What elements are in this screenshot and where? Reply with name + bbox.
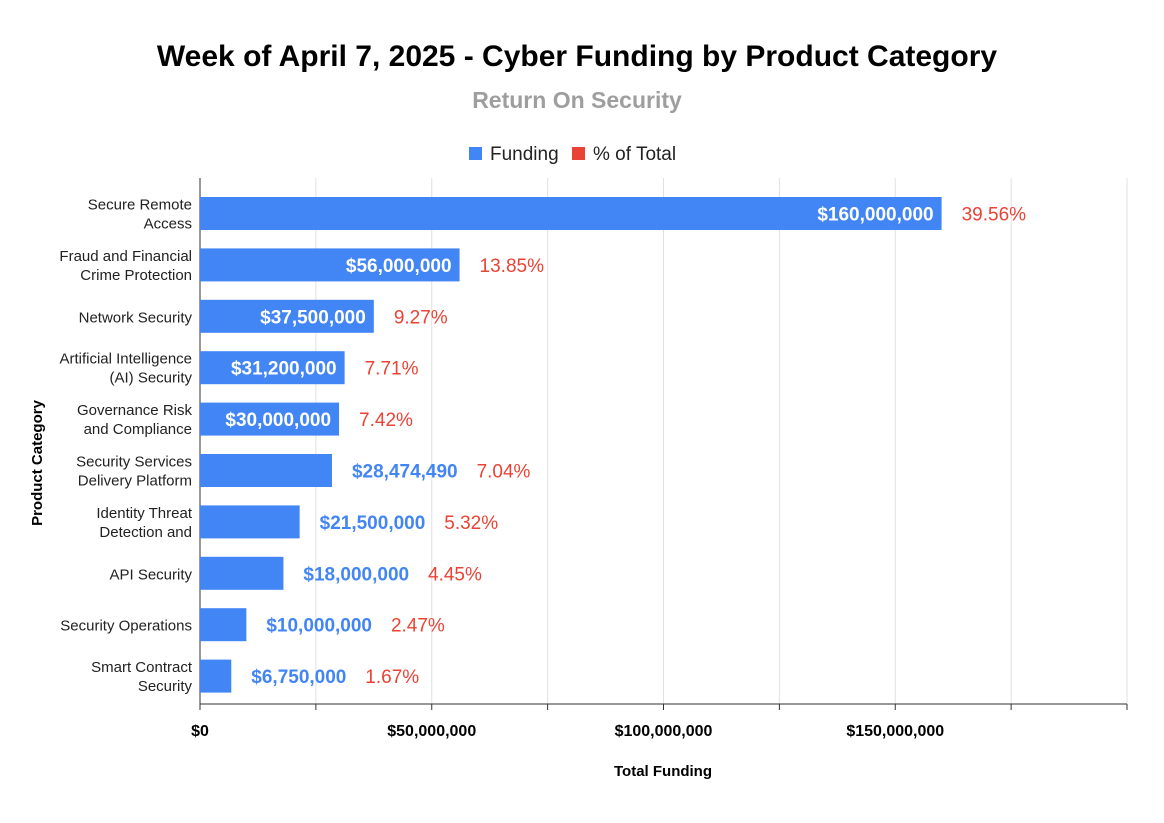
legend-label-funding: Funding [490,144,559,165]
y-tick-label: and Compliance [84,421,192,438]
bar [200,351,345,385]
y-tick-label: Crime Protection [80,267,192,284]
percent-label: 2.47% [391,616,445,637]
y-tick-label: Network Security [79,309,193,326]
bar [200,402,340,436]
y-tick-label: Detection and [99,524,192,541]
legend-swatch-percent [572,147,585,160]
bar [200,299,374,333]
bar-value-label: $21,500,000 [320,513,426,534]
bar [200,556,284,590]
y-tick-label: Delivery Platform [78,473,192,490]
legend-label-percent: % of Total [593,144,676,165]
bar-value-label: $37,500,000 [260,307,366,328]
y-tick-label: Fraud and Financial [59,248,192,265]
percent-label: 5.32% [444,513,498,534]
percent-label: 1.67% [365,667,419,688]
y-tick-label: Smart Contract [91,659,193,676]
bar-value-label: $10,000,000 [266,616,372,637]
percent-label: 7.71% [365,359,419,380]
percent-label: 7.42% [359,410,413,431]
y-tick-label: Identity Threat [96,505,192,522]
bar-value-label: $28,474,490 [352,462,458,483]
chart-title: Week of April 7, 2025 - Cyber Funding by… [157,40,997,73]
bar [200,505,300,539]
x-tick-label: $50,000,000 [387,723,476,740]
y-axis-title: Product Category [29,399,46,526]
percent-label: 4.45% [428,564,482,585]
x-axis-title: Total Funding [614,763,712,780]
bar [200,197,942,230]
percent-label: 7.04% [477,462,531,483]
bar-value-label: $6,750,000 [251,667,346,688]
y-tick-label: Access [144,216,192,233]
percent-label: 9.27% [394,307,448,328]
legend-swatch-funding [469,147,482,160]
y-tick-label: (AI) Security [109,370,192,387]
bar [200,608,247,642]
bar [200,248,460,282]
y-tick-label: Security Services [76,454,192,471]
percent-label: 39.56% [962,205,1027,226]
y-tick-label: Security Operations [60,618,192,635]
x-tick-label: $100,000,000 [615,723,713,740]
x-tick-label: $0 [191,723,209,740]
bar [200,659,232,693]
bar-value-label: $31,200,000 [231,359,337,380]
y-tick-label: Governance Risk [77,402,193,419]
y-tick-label: Secure Remote [88,197,192,214]
bar-value-label: $160,000,000 [817,205,933,226]
bar-value-label: $56,000,000 [346,256,452,277]
bar-value-label: $30,000,000 [225,410,331,431]
y-tick-label: API Security [109,566,192,583]
chart-subtitle: Return On Security [472,87,682,113]
y-tick-label: Security [138,678,193,695]
x-tick-label: $150,000,000 [846,723,944,740]
percent-label: 13.85% [480,256,545,277]
bar-value-label: $18,000,000 [303,564,409,585]
y-tick-label: Artificial Intelligence [59,351,192,368]
bar [200,454,332,487]
